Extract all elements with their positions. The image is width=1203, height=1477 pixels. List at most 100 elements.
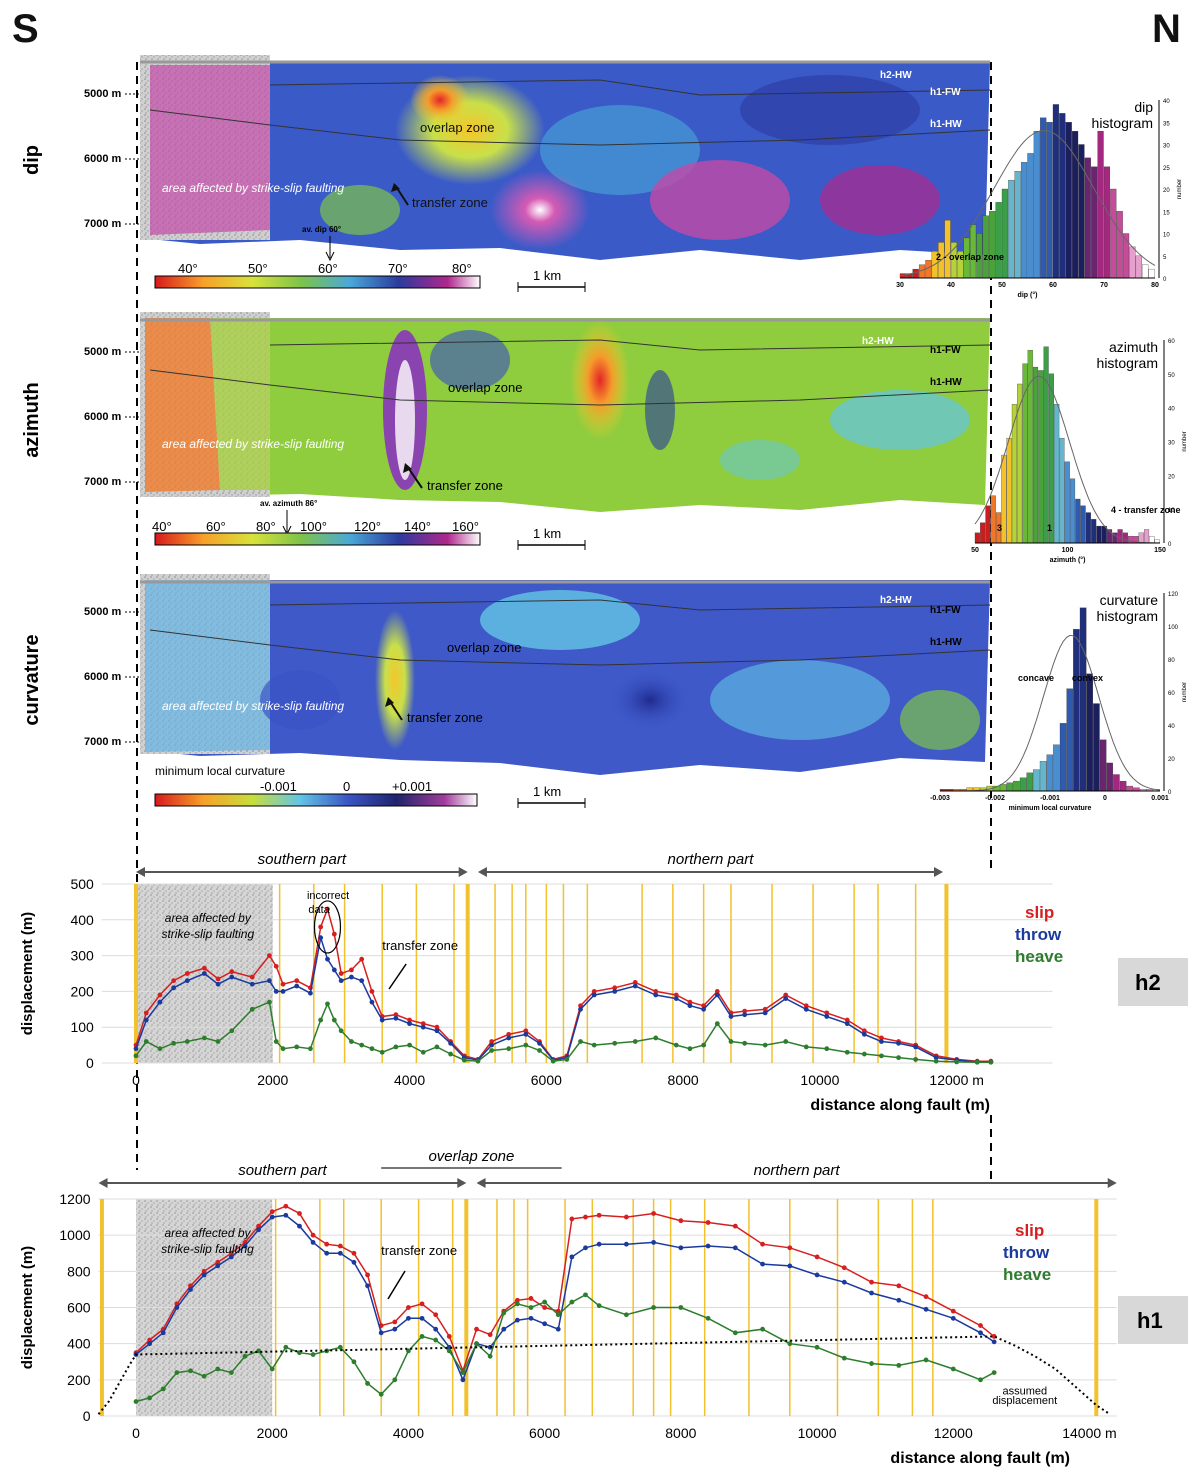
data-point-throw — [705, 1243, 711, 1249]
data-point-slip — [950, 1308, 956, 1314]
histogram-bar — [1091, 166, 1098, 279]
x-tick-label: 6000 — [531, 1072, 562, 1088]
data-point-slip — [506, 1031, 512, 1037]
histogram-bar — [1019, 777, 1027, 792]
data-point-throw — [506, 1035, 512, 1041]
legend-heave: heave — [1015, 947, 1063, 966]
y-tick-label: 200 — [70, 983, 94, 999]
arrow-head — [934, 867, 943, 877]
data-point-throw — [188, 1287, 193, 1292]
data-point-throw — [133, 1046, 139, 1052]
histogram-bar — [1078, 144, 1085, 279]
data-point-slip — [184, 971, 190, 976]
scale-bar: 1 km — [517, 526, 586, 550]
data-point-heave — [171, 1040, 177, 1046]
histogram-bar — [1048, 373, 1054, 544]
y-tick-label: 0 — [86, 1055, 94, 1071]
data-point-slip — [612, 985, 618, 991]
scale-bar: 1 km — [517, 784, 586, 808]
data-point-slip — [596, 1212, 602, 1218]
data-point-heave — [215, 1039, 221, 1044]
data-point-throw — [406, 1315, 411, 1321]
x-tick-label: 12000 m — [929, 1072, 983, 1088]
data-point-throw — [732, 1245, 738, 1251]
data-point-throw — [420, 1024, 426, 1030]
data-point-heave — [325, 1001, 330, 1007]
data-point-throw — [448, 1040, 453, 1046]
label-h1hw: h1-HW — [930, 119, 962, 130]
data-point-throw — [950, 1315, 956, 1321]
data-point-heave — [461, 1057, 467, 1063]
histogram-bar — [1064, 461, 1070, 544]
histogram-bar — [1001, 454, 1007, 544]
histogram-ytick: 50 — [1168, 373, 1175, 379]
y-tick-label: 400 — [70, 912, 94, 928]
incorrect-data-circle — [313, 900, 342, 954]
annotation-assumed: displacement — [992, 1395, 1057, 1407]
svg-text:6000 m: 6000 m — [84, 411, 122, 423]
data-point-throw — [673, 996, 679, 1001]
data-point-heave — [596, 1303, 602, 1309]
label-overlap: overlap zone — [420, 120, 494, 135]
data-point-slip — [351, 1250, 357, 1256]
data-point-slip — [369, 989, 375, 994]
data-point-heave — [331, 1017, 337, 1023]
data-point-heave — [732, 1330, 738, 1336]
histogram-ytick: 20 — [1168, 757, 1175, 763]
data-point-throw — [528, 1315, 534, 1321]
data-point-throw — [612, 989, 618, 994]
data-point-slip — [331, 931, 337, 937]
data-point-throw — [678, 1245, 684, 1251]
panel-label-dip: dip — [21, 145, 43, 175]
histogram-xtick: -0.001 — [1040, 795, 1060, 802]
histogram-bar — [990, 495, 996, 544]
data-point-slip — [143, 1010, 149, 1016]
data-point-throw — [283, 1212, 289, 1218]
y-tick-label: 400 — [67, 1336, 91, 1352]
legend-slip: slip — [1015, 1221, 1044, 1240]
data-point-heave — [974, 1059, 980, 1065]
data-point-heave — [705, 1315, 711, 1321]
data-point-throw — [310, 1240, 316, 1245]
data-point-heave — [229, 1028, 235, 1034]
histogram-xtick: 60 — [1049, 282, 1057, 289]
histogram-bar — [1027, 153, 1034, 279]
x-tick-label: 8000 — [665, 1425, 696, 1441]
histogram-bar — [1043, 346, 1049, 544]
histogram-ytick: 40 — [1168, 724, 1175, 730]
svg-text:50°: 50° — [248, 261, 268, 276]
svg-text:h1-HW: h1-HW — [930, 637, 962, 648]
histogram-annotation: 3 — [997, 523, 1002, 533]
data-point-slip — [653, 989, 659, 994]
histogram-bar — [1086, 673, 1093, 792]
svg-text:overlap zone: overlap zone — [447, 640, 521, 655]
histogram-bar — [1129, 246, 1136, 279]
data-point-heave — [742, 1040, 748, 1046]
panel-label-azimuth: azimuth — [21, 382, 43, 458]
svg-text:40°: 40° — [178, 261, 198, 276]
data-point-heave — [933, 1058, 939, 1064]
data-point-heave — [632, 1039, 638, 1044]
histogram-bar — [1008, 179, 1015, 279]
data-point-slip — [393, 1012, 399, 1018]
histogram-ytick: 10 — [1168, 508, 1175, 514]
data-point-throw — [537, 1040, 542, 1046]
data-point-slip — [283, 1203, 289, 1209]
data-point-heave — [420, 1049, 426, 1055]
data-point-throw — [742, 1012, 748, 1018]
curvature-colorbar-title: minimum local curvature — [155, 764, 285, 778]
data-point-heave — [501, 1310, 507, 1316]
svg-text:1 km: 1 km — [533, 526, 561, 541]
azimuth-colorbar — [154, 532, 481, 546]
data-point-throw — [728, 1014, 734, 1019]
x-tick-label: 2000 — [257, 1072, 288, 1088]
data-point-heave — [701, 1042, 707, 1048]
data-point-slip — [215, 1259, 221, 1265]
histogram-xtick: -0.002 — [985, 795, 1005, 802]
data-point-throw — [331, 967, 337, 973]
data-point-slip — [896, 1283, 902, 1289]
svg-text:h2-HW: h2-HW — [880, 595, 912, 606]
arrow-head — [136, 867, 145, 877]
histogram-bar — [1142, 264, 1149, 279]
y-tick-label: 600 — [67, 1300, 91, 1316]
